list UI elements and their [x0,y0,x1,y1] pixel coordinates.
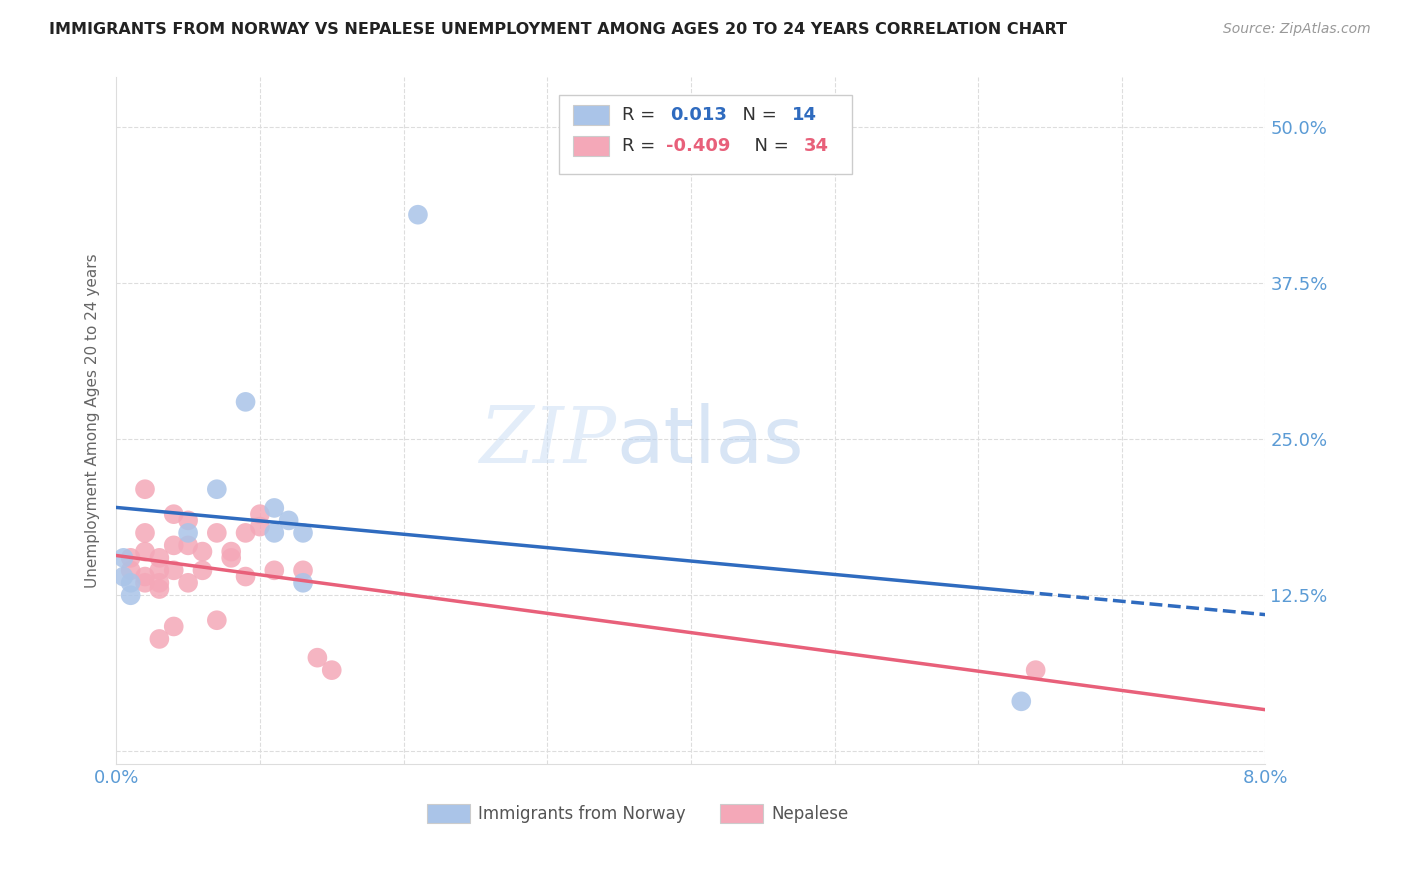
Text: atlas: atlas [616,403,804,479]
Point [134,569,156,583]
Point [134,544,156,558]
Point [148,582,170,596]
Point [120,575,142,590]
Point [163,507,186,521]
Point [177,513,200,527]
Text: IMMIGRANTS FROM NORWAY VS NEPALESE UNEMPLOYMENT AMONG AGES 20 TO 24 YEARS CORREL: IMMIGRANTS FROM NORWAY VS NEPALESE UNEMP… [49,22,1067,37]
Point [134,525,156,540]
Point [112,550,135,565]
Point [321,663,343,677]
Point [219,544,242,558]
Point [1010,694,1032,708]
Point [406,208,429,222]
Point [148,575,170,590]
Point [134,575,156,590]
Point [177,575,200,590]
Point [163,538,186,552]
Point [191,563,214,577]
Point [205,613,228,627]
Point [292,525,315,540]
Point [148,563,170,577]
Point [120,550,142,565]
FancyBboxPatch shape [572,136,609,156]
FancyBboxPatch shape [572,105,609,126]
Point [205,525,228,540]
Point [292,575,315,590]
Point [263,525,285,540]
Point [120,588,142,602]
Text: R =: R = [621,106,666,124]
Point [120,563,142,577]
Text: Nepalese: Nepalese [772,805,849,822]
Point [263,500,285,515]
Point [163,619,186,633]
Point [235,525,257,540]
Point [235,569,257,583]
FancyBboxPatch shape [426,805,470,823]
Text: 34: 34 [803,137,828,155]
Text: Source: ZipAtlas.com: Source: ZipAtlas.com [1223,22,1371,37]
Point [191,544,214,558]
Point [235,395,257,409]
Point [1025,663,1047,677]
Text: 0.013: 0.013 [671,106,727,124]
Y-axis label: Unemployment Among Ages 20 to 24 years: Unemployment Among Ages 20 to 24 years [86,253,100,588]
Point [263,563,285,577]
Point [249,507,271,521]
Text: 14: 14 [792,106,817,124]
FancyBboxPatch shape [558,95,852,174]
Point [177,538,200,552]
Text: N =: N = [742,137,794,155]
Text: R =: R = [621,137,661,155]
Point [205,482,228,496]
Point [292,563,315,577]
Text: ZIP: ZIP [479,403,616,479]
Point [148,632,170,646]
Point [177,525,200,540]
Point [307,650,329,665]
Text: N =: N = [731,106,783,124]
Point [249,519,271,533]
FancyBboxPatch shape [720,805,763,823]
Point [277,513,299,527]
Point [219,550,242,565]
Text: -0.409: -0.409 [665,137,730,155]
Point [112,569,135,583]
Point [163,563,186,577]
Text: Immigrants from Norway: Immigrants from Norway [478,805,686,822]
Point [134,482,156,496]
Point [148,550,170,565]
